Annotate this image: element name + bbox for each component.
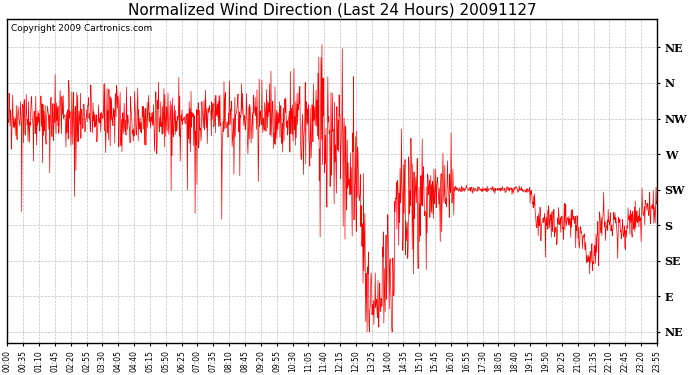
Title: Normalized Wind Direction (Last 24 Hours) 20091127: Normalized Wind Direction (Last 24 Hours…: [128, 3, 536, 18]
Text: Copyright 2009 Cartronics.com: Copyright 2009 Cartronics.com: [10, 24, 152, 33]
